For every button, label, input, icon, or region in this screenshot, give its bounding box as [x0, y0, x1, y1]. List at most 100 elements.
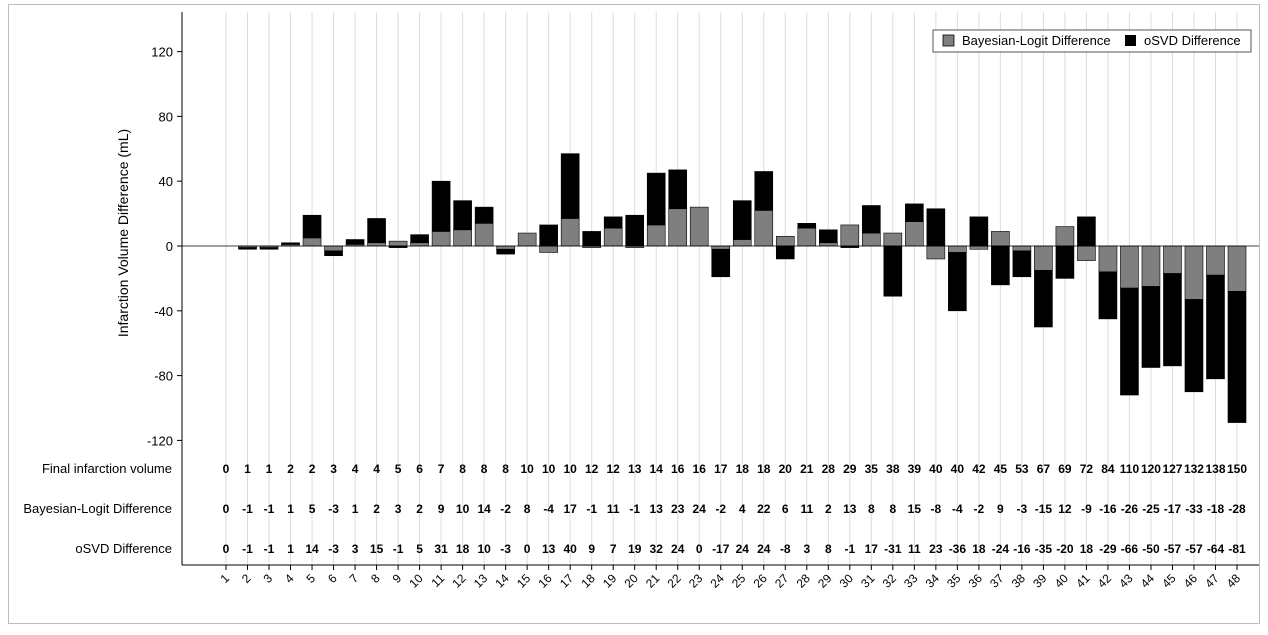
table-cell: 120	[1141, 462, 1161, 476]
bar-osvd	[775, 245, 795, 260]
bar-osvd	[1227, 291, 1247, 423]
table-cell: 1	[287, 542, 294, 556]
table-cell: 8	[481, 462, 488, 476]
table-cell: 10	[477, 542, 491, 556]
table-cell: 84	[1101, 462, 1115, 476]
x-tick-label: 20	[621, 571, 641, 591]
x-tick-label: 45	[1159, 571, 1179, 591]
table-cell: 138	[1205, 462, 1225, 476]
x-tick-label: 41	[1073, 571, 1093, 591]
table-cell: 29	[843, 462, 857, 476]
table-cell: -15	[1035, 502, 1053, 516]
table-cell: 0	[223, 502, 230, 516]
table-cell: -31	[884, 542, 902, 556]
bar-osvd	[1163, 273, 1182, 367]
bar-osvd	[453, 200, 472, 231]
table-cell: 35	[865, 462, 879, 476]
table-cell: 38	[886, 462, 900, 476]
bar-osvd	[905, 203, 924, 223]
table-cell: -1	[242, 502, 253, 516]
bar-osvd	[668, 169, 688, 210]
y-tick-label: 40	[159, 174, 173, 189]
x-tick-label: 23	[686, 571, 706, 591]
table-cell: -3	[1017, 502, 1028, 516]
table-cell: -9	[1081, 502, 1092, 516]
y-axis-label: Infarction Volume Difference (mL)	[115, 129, 131, 337]
bar-osvd	[1120, 287, 1139, 396]
table-cell: 11	[800, 502, 813, 516]
table-cell: 3	[352, 542, 359, 556]
table-cell: 5	[309, 502, 316, 516]
table-cell: 14	[305, 542, 319, 556]
bars	[238, 153, 1247, 423]
table-cell: 45	[994, 462, 1008, 476]
chart-frame	[8, 4, 1260, 624]
table-cell: 18	[456, 542, 470, 556]
x-tick-label: 26	[751, 571, 771, 591]
legend-swatch-osvd	[1125, 35, 1136, 46]
x-tick-label: 37	[987, 571, 1007, 591]
table-cell: 0	[223, 462, 230, 476]
x-tick-label: 32	[880, 571, 900, 591]
table-cell: 13	[628, 462, 642, 476]
table-cell: 72	[1080, 462, 1094, 476]
bar-bayesian	[1206, 245, 1225, 276]
y-tick-label: 120	[151, 45, 173, 60]
table-cell: 2	[287, 462, 294, 476]
table-cell: 1	[266, 462, 273, 476]
bar-osvd	[496, 248, 515, 255]
table-cell: -29	[1099, 542, 1117, 556]
table-cell: -17	[1164, 502, 1182, 516]
table-cell: 31	[434, 542, 448, 556]
table-cell: 4	[352, 462, 359, 476]
table-row-label: Final infarction volume	[42, 461, 172, 476]
table-cell: 12	[585, 462, 599, 476]
table-cell: 9	[438, 502, 445, 516]
table-cell: 21	[800, 462, 814, 476]
bar-osvd	[1012, 250, 1032, 278]
table-cell: 0	[223, 542, 230, 556]
bar-bayesian	[1163, 245, 1182, 274]
table-cell: 22	[757, 502, 771, 516]
table-cell: 23	[671, 502, 685, 516]
bar-bayesian	[668, 208, 688, 247]
table-cell: 28	[822, 462, 836, 476]
x-tick-label: 16	[535, 571, 555, 591]
table-cell: -64	[1207, 542, 1225, 556]
table-cell: -66	[1121, 542, 1139, 556]
x-tick-label: 1	[217, 571, 232, 586]
y-tick-label: -120	[147, 433, 173, 448]
table-cell: 53	[1015, 462, 1029, 476]
table-cell: -17	[712, 542, 730, 556]
bar-osvd	[926, 208, 946, 247]
bar-osvd	[646, 172, 666, 226]
bar-bayesian	[775, 235, 795, 247]
y-tick-label: -80	[154, 369, 173, 384]
bar-bayesian	[862, 232, 881, 247]
bar-bayesian	[797, 227, 817, 247]
bar-bayesian	[539, 245, 558, 253]
legend-label-osvd: oSVD Difference	[1144, 33, 1241, 48]
bar-osvd	[302, 214, 322, 239]
table-cell: 15	[370, 542, 384, 556]
bar-bayesian	[603, 227, 623, 247]
table-cell: -16	[1099, 502, 1117, 516]
table-cell: 67	[1037, 462, 1051, 476]
table-cell: 8	[502, 462, 509, 476]
bar-osvd	[281, 242, 300, 245]
x-tick-label: 25	[729, 571, 749, 591]
x-tick-label: 19	[600, 571, 620, 591]
bar-bayesian	[1098, 245, 1118, 273]
bar-osvd	[474, 206, 494, 224]
bar-bayesian	[840, 224, 860, 247]
bar-bayesian	[991, 231, 1010, 247]
table-cell: 1	[244, 462, 251, 476]
table-cell: 32	[650, 542, 664, 556]
table-cell: 13	[843, 502, 857, 516]
table-cell: 8	[459, 462, 466, 476]
bar-bayesian	[324, 245, 343, 252]
table-cell: 14	[477, 502, 491, 516]
table-cell: 20	[779, 462, 793, 476]
x-tick-label: 12	[449, 571, 469, 591]
table-cell: 18	[757, 462, 771, 476]
